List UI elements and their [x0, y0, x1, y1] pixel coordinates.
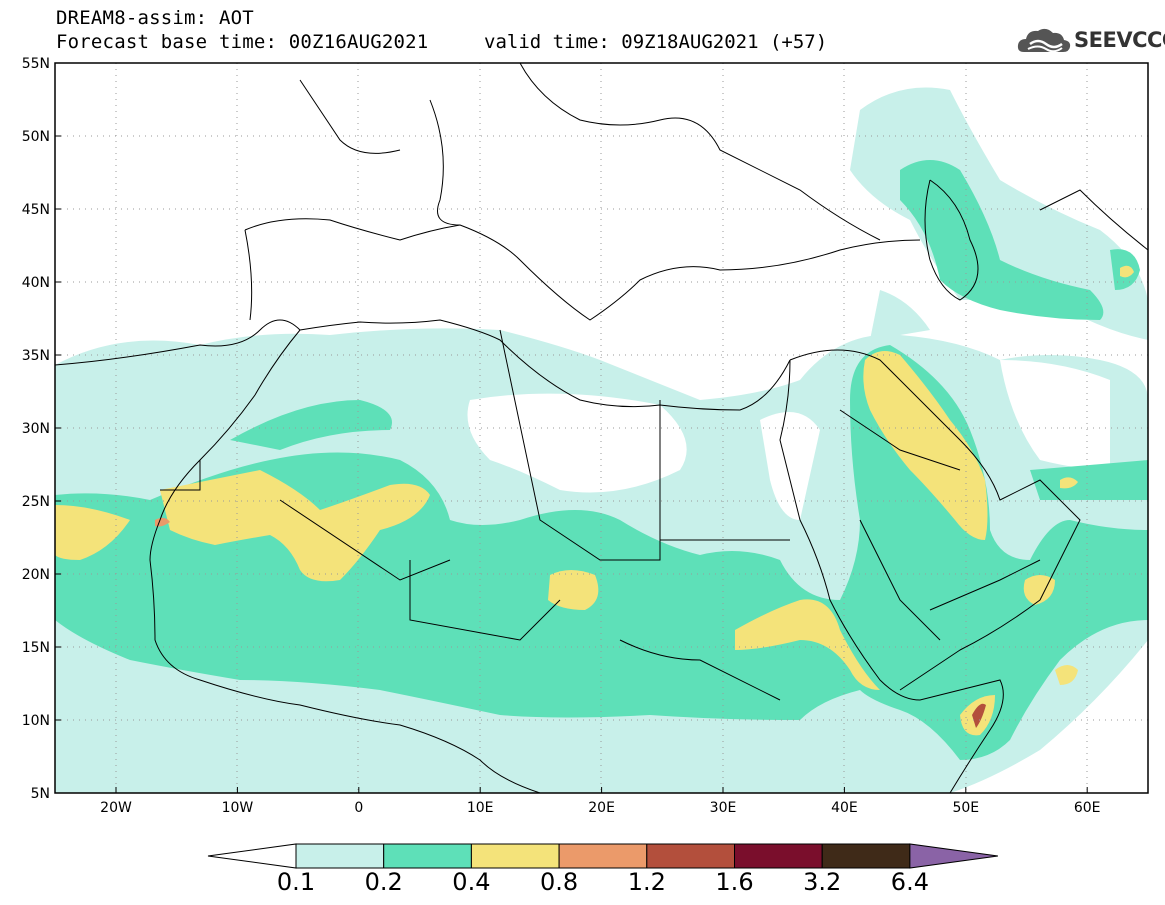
lat-label: 5N — [31, 786, 50, 802]
colorbar-label: 1.6 — [715, 868, 754, 896]
lon-label: 20E — [588, 800, 615, 816]
colorbar-label: 0.8 — [540, 868, 579, 896]
lat-label: 40N — [22, 275, 50, 291]
cloud-logo-icon — [1017, 28, 1071, 53]
latitude-labels: 55N 50N 45N 40N 35N 30N 25N 20N 15N 10N 5N — [22, 56, 61, 802]
aot-band-0.4-mauritania — [160, 470, 430, 582]
lat-label: 20N — [22, 567, 50, 583]
lon-label: 10W — [222, 800, 254, 816]
aot-field — [55, 87, 1148, 793]
colorbar-segment — [295, 843, 385, 869]
lat-label: 55N — [22, 56, 50, 72]
lon-label: 0 — [354, 800, 363, 816]
aot-clear-arabia — [760, 412, 820, 520]
valid-time: valid time: 09Z18AUG2021 (+57) — [484, 31, 828, 53]
aot-band-0.4-caspian — [1120, 265, 1134, 278]
logo-text: SEEVCCC — [1074, 28, 1165, 52]
map-title: DREAM8-assim: AOT — [56, 7, 254, 29]
aot-band-0.4-iran — [1060, 477, 1078, 489]
colorbar — [207, 843, 998, 869]
lat-label: 30N — [22, 421, 50, 437]
colorbar-segment — [383, 843, 472, 869]
lon-label: 60E — [1074, 800, 1101, 816]
aot-band-0.2-iran-east — [1030, 460, 1148, 500]
aot-band-1.2-somalia — [972, 703, 986, 728]
lat-label: 25N — [22, 494, 50, 510]
colorbar-label: 1.2 — [627, 868, 666, 896]
lat-label: 45N — [22, 202, 50, 218]
lon-label: 50E — [952, 800, 979, 816]
seevccc-logo: SEEVCCC — [1016, 24, 1165, 58]
lat-label: 50N — [22, 129, 50, 145]
lat-label: 35N — [22, 348, 50, 364]
lon-label: 10E — [467, 800, 494, 816]
colorbar-label: 0.1 — [276, 868, 316, 896]
aot-clear-iran — [1000, 360, 1110, 470]
aot-band-0.4-sudan — [735, 599, 880, 690]
colorbar-label: 3.2 — [803, 868, 842, 896]
lon-label: 40E — [831, 800, 858, 816]
lon-label: 30E — [710, 800, 737, 816]
aot-band-0.4-oman — [1023, 575, 1055, 605]
aot-band-0.4-arabian-sea — [1055, 665, 1078, 685]
colorbar-segment — [470, 843, 560, 869]
aot-band-0.4-chad — [548, 570, 599, 610]
colorbar-label: 0.4 — [452, 868, 491, 896]
coastlines — [55, 63, 1148, 793]
aot-band-0.1-north — [850, 87, 1148, 340]
colorbar-segment — [558, 843, 648, 869]
colorbar-label: 0.2 — [364, 868, 403, 896]
aot-clear-north-africa — [467, 393, 687, 493]
forecast-base-time: Forecast base time: 00Z16AUG2021 — [56, 31, 429, 53]
aot-band-0.4-iraq — [863, 351, 988, 540]
lat-label: 15N — [22, 640, 50, 656]
lat-label: 10N — [22, 713, 50, 729]
colorbar-min-arrow — [207, 843, 297, 869]
aot-band-0.4-west — [55, 505, 130, 560]
colorbar-segment — [646, 843, 735, 869]
colorbar-label: 6.4 — [890, 868, 929, 896]
aot-band-0.2 — [55, 345, 1148, 760]
colorbar-max-arrow — [909, 843, 998, 869]
aot-band-0.1-caspian — [870, 290, 930, 340]
colorbar-segment — [734, 843, 823, 869]
longitude-labels: 20W 10W 0 10E 20E 30E 40E 50E 60E — [100, 787, 1101, 816]
graticule — [55, 63, 1148, 793]
colorbar-segment — [821, 843, 911, 869]
lon-label: 20W — [100, 800, 132, 816]
aot-band-0.1-east-africa — [880, 728, 944, 793]
aot-band-0.2-sahara-north — [230, 400, 392, 450]
